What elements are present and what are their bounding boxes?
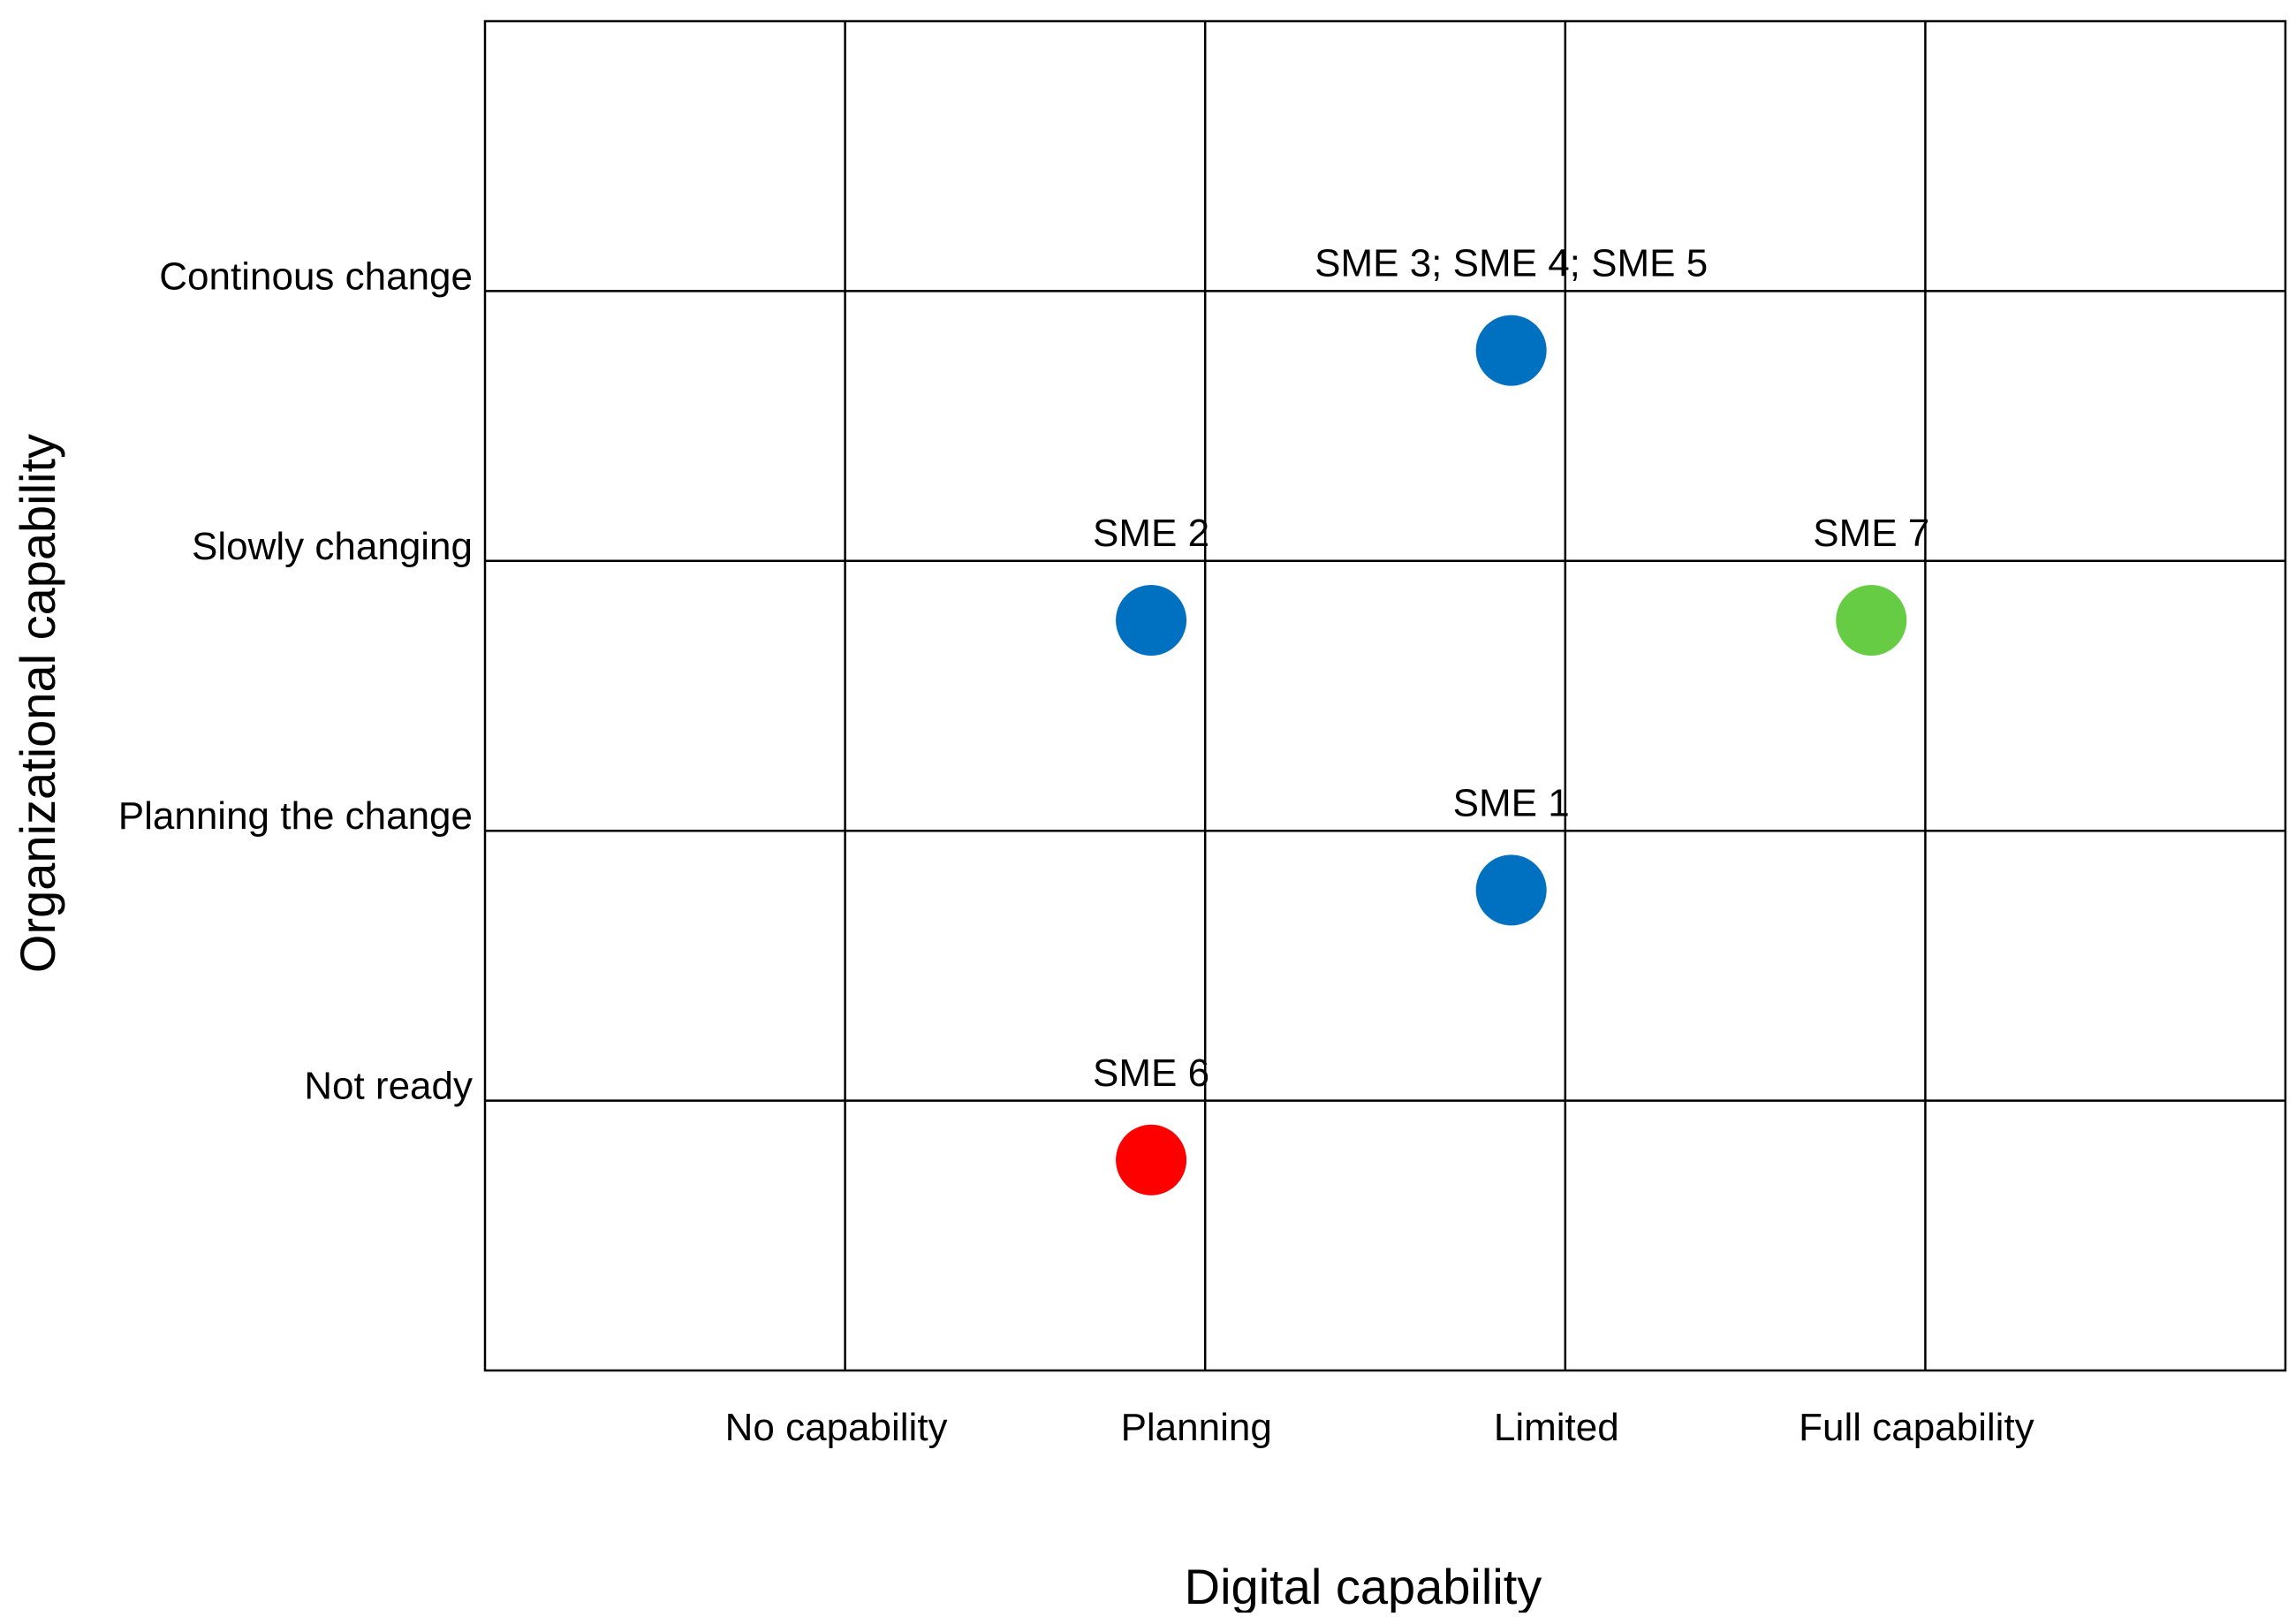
x-tick-label: No capability — [725, 1406, 948, 1449]
data-point — [1116, 584, 1187, 656]
x-axis-title: Digital capability — [1185, 1559, 1542, 1613]
x-tick-label: Planning — [1121, 1406, 1272, 1449]
x-tick-label: Limited — [1494, 1406, 1619, 1449]
y-axis-title: Organizational capability — [10, 434, 65, 973]
data-point-label: SME 1 — [1453, 781, 1570, 824]
grid-layer — [483, 19, 2287, 1372]
data-point — [1116, 1124, 1187, 1196]
tick-layer: No capability Planning Limited Full capabil… — [118, 254, 2035, 1449]
data-point — [1475, 854, 1547, 926]
data-point-label: SME 7 — [1813, 512, 1929, 555]
data-point-label: SME 3; SME 4; SME 5 — [1315, 242, 1708, 285]
data-point-label: SME 6 — [1093, 1051, 1209, 1095]
point-layer: SME 3; SME 4; SME 5 SME 2 SME 7 SME 1 SME 6 — [1093, 242, 1929, 1196]
y-tick-label: Planning the change — [118, 794, 473, 838]
x-tick-label: Full capability — [1799, 1406, 2035, 1449]
data-point-label: SME 2 — [1093, 512, 1209, 555]
data-point — [1836, 584, 1907, 656]
plot-border — [483, 19, 2287, 1372]
y-tick-label: Slowly changing — [192, 525, 473, 568]
data-point — [1475, 315, 1547, 386]
y-tick-label: Not ready — [304, 1065, 473, 1108]
y-tick-label: Continous change — [159, 254, 473, 298]
